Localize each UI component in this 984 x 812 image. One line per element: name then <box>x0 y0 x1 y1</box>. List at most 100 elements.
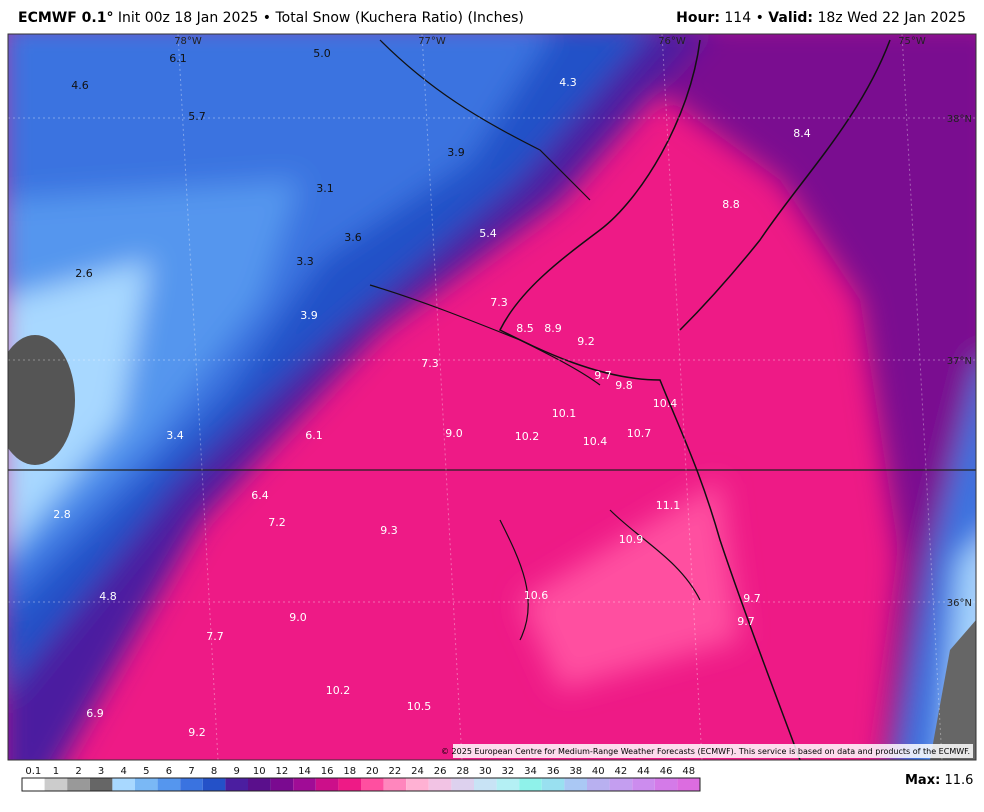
meridian <box>661 34 703 760</box>
low-region <box>930 620 976 760</box>
colorbar-tick-label: 2 <box>75 766 81 777</box>
model: ECMWF 0.1° <box>18 10 113 26</box>
colorbar-swatch <box>451 778 474 791</box>
point-value: 7.3 <box>490 296 508 309</box>
colorbar-swatch <box>609 778 633 791</box>
colorbar-tick-label: 20 <box>366 766 379 777</box>
colorbar-tick-label: 12 <box>276 766 289 777</box>
colorbar-swatch <box>112 778 135 791</box>
colorbar-swatch <box>248 778 271 791</box>
point-value: 6.9 <box>86 707 104 720</box>
point-value: 7.3 <box>421 357 439 370</box>
colorbar-tick-label: 24 <box>411 766 424 777</box>
colorbar-tick-label: 9 <box>234 766 240 777</box>
point-value: 3.4 <box>166 429 184 442</box>
colorbar-swatch <box>654 778 678 791</box>
header-left: ECMWF 0.1° Init 00z 18 Jan 2025 • Total … <box>18 10 524 26</box>
colorbar-tick-label: 30 <box>479 766 492 777</box>
max-label: Max: <box>905 773 940 788</box>
point-value: 9.0 <box>445 427 463 440</box>
point-value: 9.3 <box>380 524 398 537</box>
colorbar-tick-label: 4 <box>121 766 127 777</box>
colorbar-tick-label: 16 <box>321 766 334 777</box>
point-value: 8.5 <box>516 322 534 335</box>
colorbar-swatch <box>474 778 497 791</box>
colorbar-swatch <box>270 778 294 791</box>
point-value: 8.8 <box>722 198 740 211</box>
colorbar-tick-label: 14 <box>298 766 311 777</box>
point-value: 10.4 <box>583 435 608 448</box>
colorbar-swatch <box>225 778 248 791</box>
hour-label: Hour: <box>676 10 720 26</box>
colorbar-frame <box>21 777 701 792</box>
colorbar-swatch <box>315 778 339 791</box>
point-value: 11.1 <box>656 499 681 512</box>
point-value: 7.7 <box>206 630 224 643</box>
point-value: 5.0 <box>313 47 331 60</box>
point-value: 6.1 <box>169 52 187 65</box>
colorbar-swatch <box>202 778 226 791</box>
point-value: 9.8 <box>615 379 633 392</box>
point-value: 9.7 <box>737 615 755 628</box>
point-value: 8.9 <box>544 322 562 335</box>
max: Max: 11.6 <box>905 773 973 788</box>
colorbar-swatch <box>519 778 542 791</box>
point-value: 7.2 <box>268 516 286 529</box>
colorbar-tick-label: 3 <box>98 766 104 777</box>
colorbar-swatch <box>541 778 565 791</box>
colorbar-swatch <box>180 778 203 791</box>
copyright: © 2025 European Centre for Medium-Range … <box>441 747 970 756</box>
point-value: 5.7 <box>188 110 206 123</box>
colorbar-swatch <box>496 778 520 791</box>
point-value: 3.3 <box>296 255 314 268</box>
point-value: 10.6 <box>524 589 549 602</box>
colorbar-tick-label: 42 <box>615 766 628 777</box>
latitude-label: 36°N <box>947 598 972 609</box>
map: 78°W 77°W 76°W 75°W 38°N 37°N 36°N 6.1 5.0 4.3 4.6… <box>8 34 976 760</box>
point-value: 2.8 <box>53 508 71 521</box>
low-region <box>8 335 75 465</box>
point-value: 3.1 <box>316 182 334 195</box>
point-value: 9.7 <box>594 369 612 382</box>
colorbar-swatch <box>428 778 452 791</box>
product: Total Snow (Kuchera Ratio) (Inches) <box>274 10 523 26</box>
point-value: 10.5 <box>407 700 432 713</box>
init: Init 00z 18 Jan 2025 <box>118 10 258 26</box>
point-value: 10.2 <box>326 684 351 697</box>
longitude-label: 76°W <box>658 36 686 47</box>
colorbar-tick-label: 10 <box>253 766 266 777</box>
colorbar-tick-label: 7 <box>188 766 194 777</box>
point-value: 5.4 <box>479 227 497 240</box>
longitude-label: 78°W <box>174 36 202 47</box>
colorbar-swatch <box>632 778 655 791</box>
valid: 18z Wed 22 Jan 2025 <box>817 10 966 26</box>
meridian <box>177 34 219 760</box>
longitude-label: 75°W <box>898 36 926 47</box>
point-value: 9.2 <box>188 726 206 739</box>
point-value: 10.7 <box>627 427 652 440</box>
colorbar-tick-label: 0.1 <box>25 766 41 777</box>
max-value: 11.6 <box>944 773 973 788</box>
colorbar-swatch <box>564 778 587 791</box>
colorbar-swatch <box>44 778 68 791</box>
valid-label: Valid: <box>768 10 813 26</box>
colorbar-tick-label: 8 <box>211 766 217 777</box>
colorbar-tick-label: 6 <box>166 766 172 777</box>
point-value: 10.4 <box>653 397 678 410</box>
colorbar-swatch <box>406 778 429 791</box>
colorbar-tick-label: 48 <box>682 766 695 777</box>
colorbar-tick-label: 18 <box>343 766 356 777</box>
meridian <box>421 34 463 760</box>
colorbar-swatch <box>677 778 700 791</box>
colorbar-tick-label: 38 <box>569 766 582 777</box>
colorbar-swatch <box>22 778 45 791</box>
colorbar-swatch <box>338 778 361 791</box>
colorbar-swatch <box>587 778 610 791</box>
colorbar-tick-label: 36 <box>547 766 560 777</box>
point-value: 10.9 <box>619 533 644 546</box>
point-value: 9.7 <box>743 592 761 605</box>
point-value: 3.9 <box>300 309 318 322</box>
point-value: 9.2 <box>577 335 595 348</box>
colorbar-tick-label: 40 <box>592 766 605 777</box>
point-value: 2.6 <box>75 267 93 280</box>
